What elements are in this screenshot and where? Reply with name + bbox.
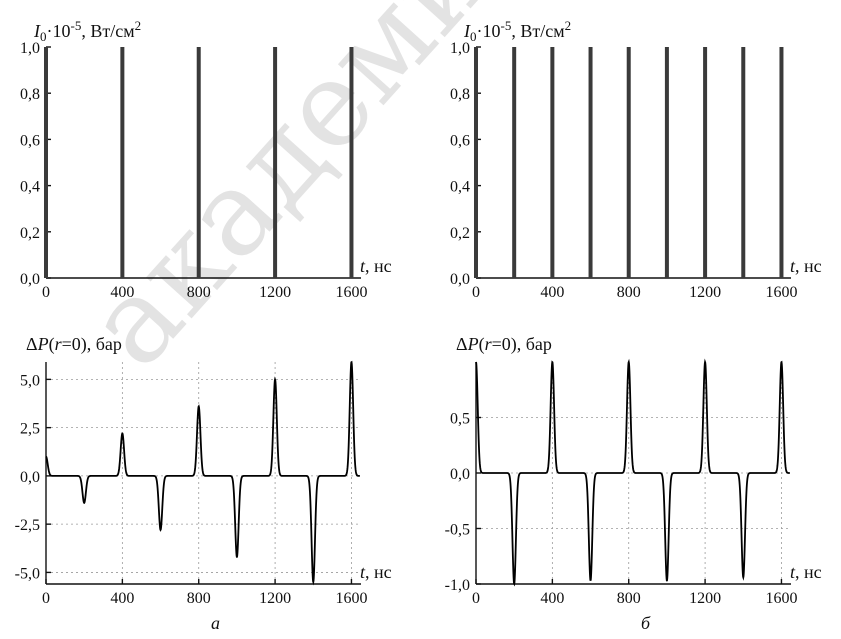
y-tick-label-0: -1,0 bbox=[445, 577, 470, 594]
y-tick-label-2: 0,4 bbox=[20, 179, 40, 196]
pulse-bar-3 bbox=[273, 47, 278, 278]
x-tick-label-2: 800 bbox=[617, 590, 641, 607]
x-tick-label-3: 1200 bbox=[259, 590, 291, 607]
pulse-bar-4 bbox=[349, 47, 354, 278]
x-tick-label-1: 400 bbox=[540, 590, 564, 607]
x-tick-label-4: 1600 bbox=[335, 590, 367, 607]
panel-caption: а bbox=[211, 613, 220, 633]
pulse-bar-1 bbox=[120, 47, 125, 278]
x-tick-label-3: 1200 bbox=[689, 590, 721, 607]
pulse-bar-8 bbox=[779, 47, 784, 278]
x-axis-label: t, нс bbox=[360, 562, 392, 582]
y-tick-label-4: 0,8 bbox=[20, 86, 40, 103]
y-tick-label-0: 0,0 bbox=[20, 271, 40, 288]
y-tick-label-1: 0,2 bbox=[450, 225, 470, 242]
y-axis-label: ΔP(r=0), бар bbox=[26, 334, 122, 355]
pulse-bar-3 bbox=[588, 47, 593, 278]
y-tick-label-1: -0,5 bbox=[445, 522, 470, 539]
y-tick-label-2: 0,4 bbox=[450, 179, 470, 196]
x-tick-label-1: 400 bbox=[110, 590, 134, 607]
y-tick-label-0: 0,0 bbox=[450, 271, 470, 288]
pulse-bar-7 bbox=[741, 47, 746, 278]
panel-b-bottom: 0 400 800 1200 1600 -1,0 -0,5 0,0 0,5 б bbox=[445, 358, 797, 633]
x-tick-label-3: 1200 bbox=[259, 284, 291, 301]
x-axis-label: t, нс bbox=[360, 256, 392, 276]
x-tick-label-2: 800 bbox=[617, 284, 641, 301]
y-tick-label-5: 1,0 bbox=[450, 40, 470, 57]
pulse-bar-1 bbox=[512, 47, 517, 278]
x-tick-label-0: 0 bbox=[42, 590, 50, 607]
x-tick-label-3: 1200 bbox=[689, 284, 721, 301]
x-axis-label: t, нс bbox=[790, 256, 822, 276]
y-tick-label-4: 0,8 bbox=[450, 86, 470, 103]
x-tick-label-0: 0 bbox=[42, 284, 50, 301]
y-axis-label: I0·10-5, Вт/см2 bbox=[33, 18, 141, 44]
pulse-bar-0 bbox=[44, 47, 48, 278]
x-tick-label-2: 800 bbox=[187, 590, 211, 607]
y-tick-label-3: 0,6 bbox=[450, 132, 470, 149]
x-tick-label-0: 0 bbox=[472, 590, 480, 607]
panel-caption: б bbox=[641, 613, 651, 633]
x-tick-label-1: 400 bbox=[110, 284, 134, 301]
panel-a-top: 0 400 800 1200 1600 0,0 0,2 0,4 0,6 0,8 1,0 bbox=[20, 40, 367, 301]
panel-b-top: 0 400 800 1200 1600 0,0 0,2 0,4 0,6 0,8 1,0 bbox=[450, 40, 797, 301]
panel-a-bottom: 0 400 800 1200 1600 -5,0 -2,5 0,0 2,5 5,0 а bbox=[15, 360, 367, 633]
y-tick-label-5: 1,0 bbox=[20, 40, 40, 57]
y-tick-label-2: 0,0 bbox=[20, 469, 40, 486]
y-tick-label-4: 5,0 bbox=[20, 372, 40, 389]
y-tick-label-2: 0,0 bbox=[450, 466, 470, 483]
y-tick-label-3: 0,5 bbox=[450, 411, 470, 428]
pressure-series-line bbox=[475, 358, 790, 587]
x-tick-label-1: 400 bbox=[540, 284, 564, 301]
x-tick-label-4: 1600 bbox=[765, 590, 797, 607]
y-axis-label: ΔP(r=0), бар bbox=[456, 334, 552, 355]
x-tick-label-0: 0 bbox=[472, 284, 480, 301]
pressure-series-line bbox=[45, 360, 360, 586]
y-tick-label-3: 2,5 bbox=[20, 421, 40, 438]
x-tick-label-2: 800 bbox=[187, 284, 211, 301]
y-tick-label-0: -5,0 bbox=[15, 565, 40, 582]
y-tick-label-1: -2,5 bbox=[15, 517, 40, 534]
x-tick-label-4: 1600 bbox=[335, 284, 367, 301]
pulse-bar-0 bbox=[474, 47, 478, 278]
pulse-bar-5 bbox=[664, 47, 669, 278]
pulse-bar-2 bbox=[550, 47, 555, 278]
y-axis-label: I0·10-5, Вт/см2 bbox=[463, 18, 571, 44]
y-tick-label-3: 0,6 bbox=[20, 132, 40, 149]
pulse-bar-4 bbox=[626, 47, 631, 278]
x-tick-label-4: 1600 bbox=[765, 284, 797, 301]
pulse-bar-2 bbox=[196, 47, 201, 278]
pulse-bar-6 bbox=[703, 47, 708, 278]
y-tick-label-1: 0,2 bbox=[20, 225, 40, 242]
x-axis-label: t, нс bbox=[790, 562, 822, 582]
